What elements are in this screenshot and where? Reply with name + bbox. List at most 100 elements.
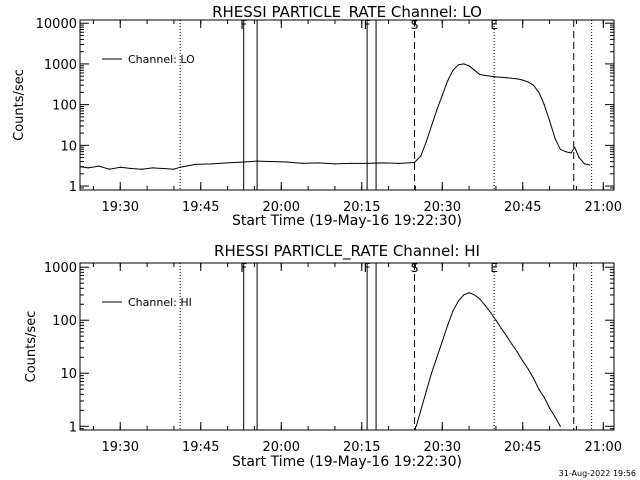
data-point xyxy=(452,69,454,71)
data-point xyxy=(559,425,561,427)
data-point xyxy=(98,165,100,167)
data-point xyxy=(457,64,459,66)
data-point xyxy=(489,311,492,314)
data-point xyxy=(570,152,572,154)
y-tick-label: 1 xyxy=(69,180,77,195)
data-point xyxy=(334,163,336,165)
x-tick-label: 21:00 xyxy=(585,200,622,215)
data-point xyxy=(243,161,245,163)
data-point xyxy=(484,304,486,307)
data-point xyxy=(554,137,556,139)
data-point xyxy=(543,396,545,399)
data-point xyxy=(398,162,400,165)
x-tick-label: 20:30 xyxy=(424,440,461,455)
data-point xyxy=(516,78,518,80)
data-point xyxy=(425,391,427,393)
plot-frame xyxy=(79,19,615,191)
data-point xyxy=(436,356,438,358)
data-point xyxy=(130,167,132,170)
data-point xyxy=(527,81,529,83)
x-tick-label: 21:00 xyxy=(585,440,622,455)
data-point xyxy=(430,125,433,127)
event-marker-label: E xyxy=(490,261,498,275)
data-point xyxy=(574,146,576,148)
data-point xyxy=(543,104,545,106)
data-point xyxy=(468,292,470,294)
x-axis-label: Start Time (19-May-16 19:22:30) xyxy=(232,213,462,229)
event-marker-label: F xyxy=(240,18,247,32)
series-line-1 xyxy=(415,292,561,427)
data-point xyxy=(473,294,476,296)
y-axis-label: Counts/sec xyxy=(12,69,27,141)
data-point xyxy=(468,65,470,67)
data-point xyxy=(479,73,481,76)
y-tick-label: 10 xyxy=(60,139,77,154)
data-point xyxy=(447,324,449,326)
data-point xyxy=(151,167,154,169)
data-point xyxy=(256,160,258,162)
x-tick-label: 20:45 xyxy=(504,200,541,215)
x-tick-label: 19:45 xyxy=(182,440,219,455)
data-point xyxy=(415,425,417,427)
x-tick-label: 20:15 xyxy=(343,200,380,215)
data-point xyxy=(506,335,508,337)
data-point xyxy=(179,166,181,168)
x-tick-label: 20:00 xyxy=(263,200,300,215)
x-tick-label: 20:45 xyxy=(504,440,541,455)
x-tick-label: 19:30 xyxy=(102,200,139,215)
data-point xyxy=(578,157,580,159)
data-point xyxy=(548,407,551,409)
data-point xyxy=(559,148,561,150)
y-tick-label: 1 xyxy=(69,420,77,435)
data-point xyxy=(436,109,438,111)
data-point xyxy=(425,141,427,143)
y-tick-label: 10 xyxy=(60,367,77,382)
y-tick-label: 1000 xyxy=(44,58,77,73)
x-axis-label: Start Time (19-May-16 19:22:30) xyxy=(232,454,462,470)
footer-timestamp: 31-Aug-2022 19:56 xyxy=(559,469,636,478)
y-axis-label: Counts/sec xyxy=(24,311,39,383)
data-point xyxy=(473,69,476,71)
event-marker-label: S xyxy=(411,261,419,275)
data-point xyxy=(413,161,416,164)
data-point xyxy=(457,300,459,302)
x-tick-label: 20:30 xyxy=(424,200,461,215)
data-point xyxy=(447,80,449,82)
data-point xyxy=(532,84,535,86)
chart-title: RHESSI PARTICLE_RATE Channel: HI xyxy=(214,242,480,261)
legend-label: Channel: LO xyxy=(128,53,195,66)
data-point xyxy=(286,161,288,163)
event-marker-label: F xyxy=(240,261,247,275)
x-tick-label: 20:15 xyxy=(343,440,380,455)
data-point xyxy=(583,163,586,165)
data-point xyxy=(532,377,535,379)
event-marker-label: F xyxy=(364,261,371,275)
x-tick-label: 19:30 xyxy=(102,440,139,455)
data-point xyxy=(589,164,591,166)
data-point xyxy=(350,162,352,165)
data-point xyxy=(511,343,513,345)
data-point xyxy=(382,162,384,164)
data-point xyxy=(554,416,556,418)
data-point xyxy=(538,91,540,93)
data-point xyxy=(79,166,81,168)
y-tick-label: 1000 xyxy=(44,261,77,276)
data-point xyxy=(226,162,229,164)
legend-label: Channel: HI xyxy=(128,296,192,309)
data-point xyxy=(548,120,551,122)
data-point xyxy=(162,167,164,170)
y-tick-label: 10000 xyxy=(36,17,77,32)
data-point xyxy=(302,162,304,165)
y-tick-label: 100 xyxy=(52,99,77,114)
data-point xyxy=(527,368,529,370)
data-point xyxy=(441,94,443,96)
data-point xyxy=(141,168,143,170)
chart-panel-2 xyxy=(79,262,615,431)
data-point xyxy=(173,168,175,170)
data-point xyxy=(87,167,89,169)
data-point xyxy=(269,160,272,163)
data-point xyxy=(420,409,422,411)
data-point xyxy=(210,163,213,165)
data-point xyxy=(565,151,567,153)
